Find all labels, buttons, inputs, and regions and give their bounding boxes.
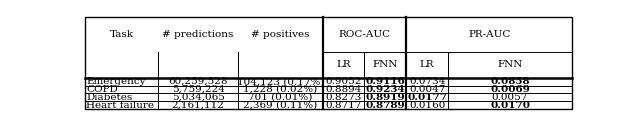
Text: 0.9052: 0.9052 xyxy=(325,77,362,86)
Text: FNN: FNN xyxy=(497,60,523,69)
Text: # predictions: # predictions xyxy=(163,30,234,39)
Text: 0.9234: 0.9234 xyxy=(365,85,405,94)
Text: 0.0069: 0.0069 xyxy=(490,85,530,94)
Text: 0.8273: 0.8273 xyxy=(325,93,362,102)
Text: ROC-AUC: ROC-AUC xyxy=(339,30,391,39)
Text: FNN: FNN xyxy=(372,60,397,69)
Text: 0.9116: 0.9116 xyxy=(365,77,405,86)
Text: 0.0160: 0.0160 xyxy=(409,101,445,110)
Text: 2,161,112: 2,161,112 xyxy=(172,101,225,110)
Text: Task: Task xyxy=(109,30,134,39)
Text: Diabetes: Diabetes xyxy=(86,93,132,102)
Text: 1,228 (0.02%): 1,228 (0.02%) xyxy=(243,85,317,94)
Text: 5,034,065: 5,034,065 xyxy=(172,93,225,102)
Text: 701 (0.01%): 701 (0.01%) xyxy=(248,93,312,102)
Text: Emergency: Emergency xyxy=(86,77,146,86)
Text: 0.8894: 0.8894 xyxy=(325,85,362,94)
Text: 0.8919: 0.8919 xyxy=(365,93,405,102)
Text: 0.0177: 0.0177 xyxy=(407,93,447,102)
Text: 5,759,224: 5,759,224 xyxy=(172,85,225,94)
Text: 0.0858: 0.0858 xyxy=(490,77,530,86)
Text: 0.0057: 0.0057 xyxy=(492,93,528,102)
Text: 104,123 (0.17%): 104,123 (0.17%) xyxy=(237,77,324,86)
Text: 2,369 (0.11%): 2,369 (0.11%) xyxy=(243,101,317,110)
Text: COPD: COPD xyxy=(86,85,118,94)
Text: Heart failure: Heart failure xyxy=(86,101,154,110)
Text: 0.0170: 0.0170 xyxy=(490,101,530,110)
Text: # positives: # positives xyxy=(251,30,310,39)
Text: 0.0734: 0.0734 xyxy=(409,77,445,86)
Text: 0.0047: 0.0047 xyxy=(409,85,445,94)
Text: LR: LR xyxy=(420,60,435,69)
Text: 0.8717: 0.8717 xyxy=(325,101,362,110)
Text: PR-AUC: PR-AUC xyxy=(468,30,510,39)
Text: 60,259,528: 60,259,528 xyxy=(168,77,228,86)
Text: 0.8789: 0.8789 xyxy=(365,101,405,110)
Text: LR: LR xyxy=(336,60,351,69)
